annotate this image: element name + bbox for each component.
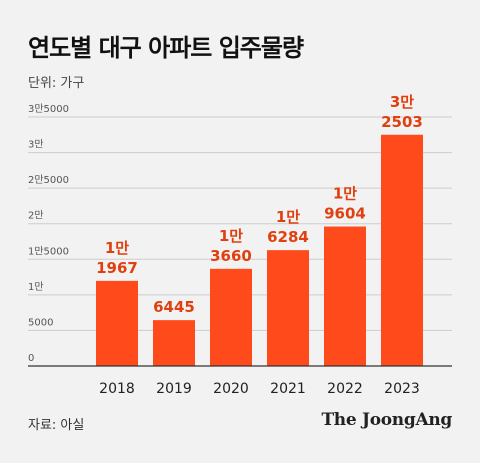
bar-2020 <box>210 268 252 366</box>
data-label: 1만 <box>333 185 357 203</box>
publisher-logo: The JoongAng <box>321 410 452 430</box>
source-label: 자료: 아실 <box>28 418 85 433</box>
data-label: 6445 <box>153 298 195 316</box>
y-tick-label: 1만 <box>28 281 44 293</box>
bar-2023 <box>381 134 423 366</box>
y-tick-label: 3만 <box>28 139 44 151</box>
data-label: 6284 <box>267 228 309 246</box>
y-tick-label: 2만 <box>28 210 44 222</box>
y-tick-label: 2만5000 <box>28 174 69 186</box>
bar-2021 <box>267 250 309 366</box>
data-label: 1만 <box>276 208 300 226</box>
x-tick-label: 2021 <box>270 381 306 397</box>
data-label: 1967 <box>96 259 138 277</box>
x-tick-label: 2020 <box>213 381 249 397</box>
bar-2019 <box>153 320 195 366</box>
data-label: 1만 <box>105 239 129 257</box>
y-tick-label: 1만5000 <box>28 245 69 257</box>
x-tick-label: 2019 <box>156 381 192 397</box>
unit-label: 단위: 가구 <box>28 76 85 91</box>
y-tick-label: 5000 <box>28 317 53 328</box>
data-label: 1만 <box>219 227 243 245</box>
x-tick-label: 2018 <box>99 381 135 397</box>
chart-title: 연도별 대구 아파트 입주물량 <box>28 34 304 62</box>
bar-2018 <box>96 280 138 366</box>
data-label: 3660 <box>210 247 252 265</box>
y-tick-label: 0 <box>28 353 34 364</box>
y-tick-label: 3만5000 <box>28 103 69 115</box>
data-label: 9604 <box>324 205 366 223</box>
data-label: 3만 <box>390 93 414 111</box>
data-label: 2503 <box>381 113 423 131</box>
x-tick-label: 2023 <box>384 381 420 397</box>
bar-2022 <box>324 226 366 366</box>
x-tick-label: 2022 <box>327 381 363 397</box>
